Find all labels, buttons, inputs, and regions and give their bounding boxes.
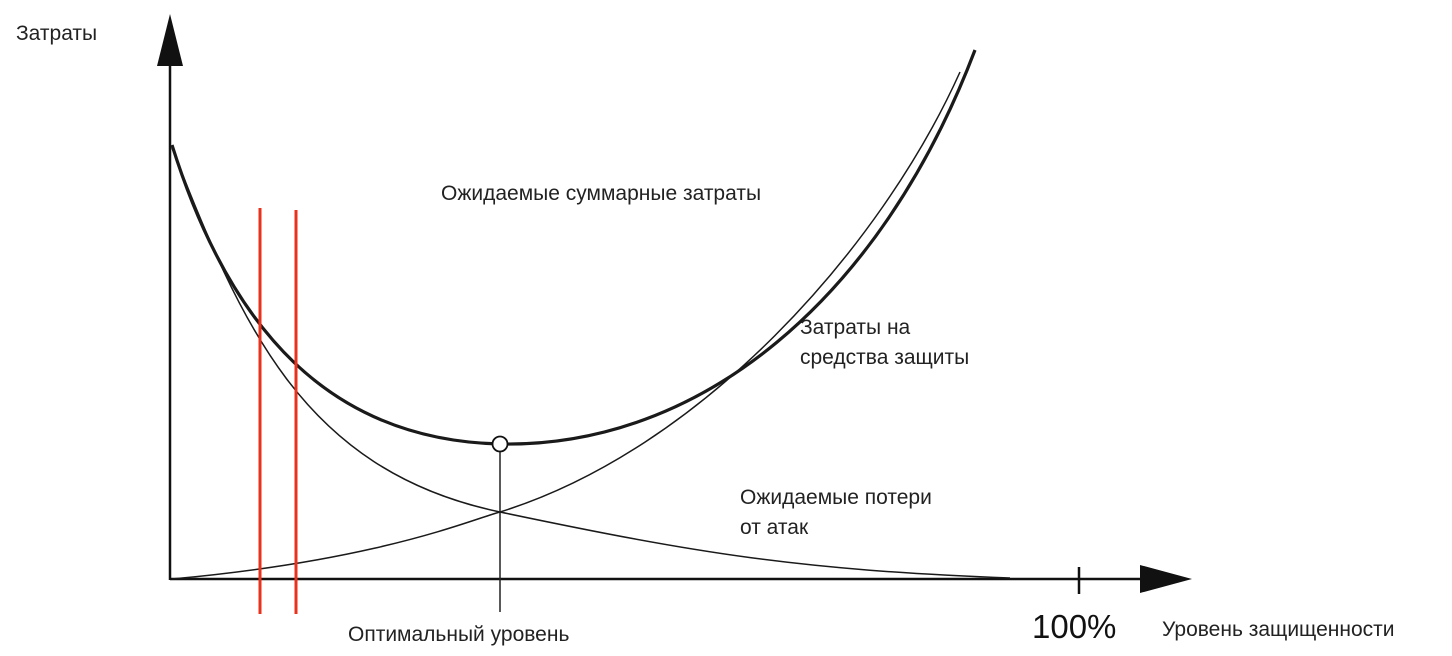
x-axis-label: Уровень защищенности — [1162, 618, 1395, 641]
x-axis-arrow — [1140, 565, 1192, 593]
total-cost-curve — [170, 49, 977, 446]
attack-loss-label-line2: от атак — [740, 516, 809, 539]
optimum-point — [491, 435, 509, 453]
protection-cost-label-line2: средства защиты — [800, 346, 969, 369]
y-axis-arrow — [157, 14, 183, 66]
attack-loss-label-line1: Ожидаемые потери — [740, 486, 932, 509]
optimal-level-label: Оптимальный уровень — [348, 623, 569, 646]
hundred-percent-label: 100% — [1032, 608, 1116, 645]
protection-cost-label-line1: Затраты на — [800, 316, 911, 339]
total-cost-label: Ожидаемые суммарные затраты — [441, 182, 761, 205]
y-axis-label: Затраты — [16, 22, 97, 45]
protection-cost-curve — [171, 71, 961, 580]
